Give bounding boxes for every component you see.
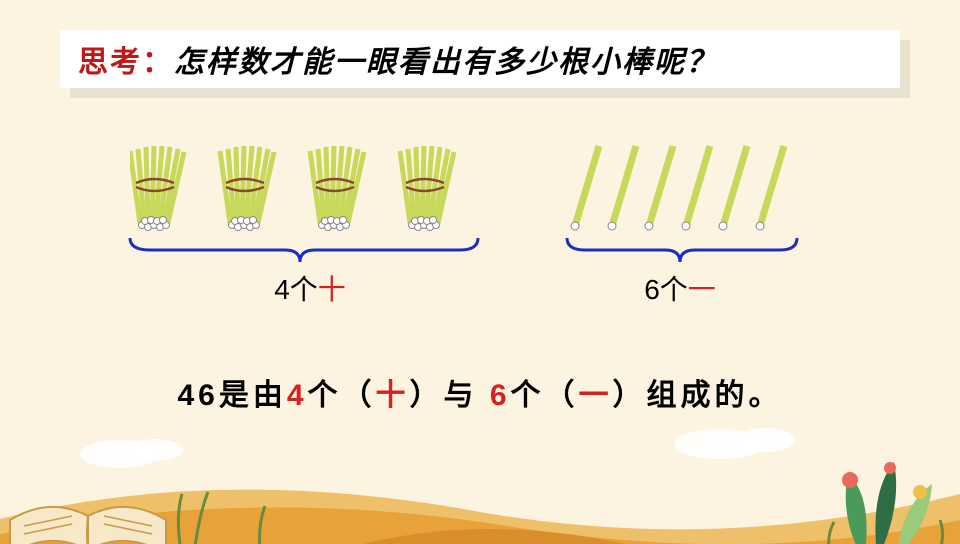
summary-p5: ）组成的。 bbox=[613, 379, 783, 412]
caption-bundles-prefix: 4个 bbox=[274, 274, 318, 305]
summary-p4: 个（ bbox=[511, 379, 579, 412]
question-text: 怎样数才能一眼看出有多少根小棒呢？ bbox=[174, 37, 718, 81]
summary-p2: 个（ bbox=[308, 379, 376, 412]
bundle-group: 4个十 bbox=[130, 140, 490, 255]
summary-p3: ）与 bbox=[410, 379, 490, 412]
decor-ground bbox=[0, 424, 960, 544]
summary-u2: 一 bbox=[579, 379, 613, 412]
summary-u1: 十 bbox=[376, 379, 410, 412]
caption-loose: 6个一 bbox=[550, 268, 810, 308]
brace-loose bbox=[555, 232, 815, 268]
sticks-area: 4个十 bbox=[0, 140, 960, 290]
brace-bundles bbox=[120, 232, 480, 268]
summary-n2: 6 bbox=[490, 379, 511, 412]
think-label: 思考： bbox=[78, 37, 174, 81]
caption-bundles: 4个十 bbox=[130, 268, 490, 308]
caption-bundles-unit: 十 bbox=[318, 274, 346, 305]
caption-loose-prefix: 6个 bbox=[644, 274, 688, 305]
caption-loose-unit: 一 bbox=[688, 274, 716, 305]
summary-n1: 4 bbox=[287, 379, 308, 412]
summary-sentence: 46是由4个（十）与 6个（一）组成的。 bbox=[0, 370, 960, 414]
loose-svg bbox=[560, 140, 820, 240]
summary-p1: 46是由 bbox=[177, 379, 286, 412]
question-box: 思考： 怎样数才能一眼看出有多少根小棒呢？ bbox=[60, 30, 900, 88]
loose-group: 6个一 bbox=[560, 140, 820, 245]
